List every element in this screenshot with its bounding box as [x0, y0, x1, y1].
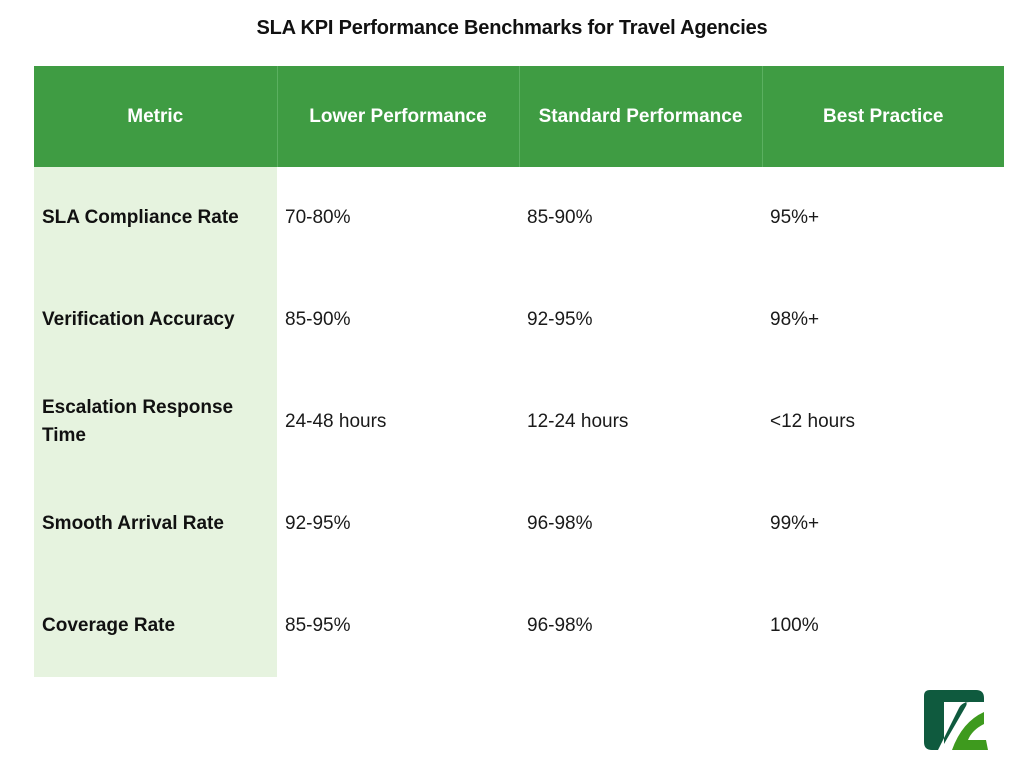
best-cell: 100% — [770, 615, 819, 636]
table-header-row: Metric Lower Performance Standard Perfor… — [34, 66, 1004, 167]
standard-cell: 96-98% — [527, 513, 593, 534]
lower-cell: 92-95% — [285, 513, 351, 534]
metric-cell: Escalation Response Time — [34, 371, 277, 473]
best-cell: 98%+ — [770, 309, 820, 330]
standard-cell: 85-90% — [527, 207, 593, 228]
header-standard-performance: Standard Performance — [518, 66, 762, 167]
standard-cell: 92-95% — [527, 309, 593, 330]
metric-cell: SLA Compliance Rate — [34, 167, 277, 269]
best-cell: 95%+ — [770, 207, 820, 228]
table-row: SLA Compliance Rate 70-80% 85-90% 95%+ — [34, 167, 1004, 269]
header-lower-performance: Lower Performance — [276, 66, 519, 167]
metric-cell: Verification Accuracy — [34, 269, 277, 371]
header-best-practice: Best Practice — [761, 66, 1004, 167]
best-cell: <12 hours — [770, 411, 856, 432]
table-row: Coverage Rate 85-95% 96-98% 100% — [34, 575, 1004, 677]
lower-cell: 85-95% — [285, 615, 351, 636]
metric-cell: Coverage Rate — [34, 575, 277, 677]
table-row: Escalation Response Time 24-48 hours 12-… — [34, 371, 1004, 473]
brand-logo-icon — [924, 690, 988, 750]
lower-cell: 85-90% — [285, 309, 351, 330]
table-row: Verification Accuracy 85-90% 92-95% 98%+ — [34, 269, 1004, 371]
standard-cell: 12-24 hours — [527, 411, 629, 432]
metric-cell: Smooth Arrival Rate — [34, 473, 277, 575]
standard-cell: 96-98% — [527, 615, 593, 636]
kpi-benchmark-table: Metric Lower Performance Standard Perfor… — [34, 66, 1004, 677]
best-cell: 99%+ — [770, 513, 820, 534]
header-metric: Metric — [34, 66, 277, 167]
lower-cell: 70-80% — [285, 207, 351, 228]
table-row: Smooth Arrival Rate 92-95% 96-98% 99%+ — [34, 473, 1004, 575]
lower-cell: 24-48 hours — [285, 411, 387, 432]
page-title: SLA KPI Performance Benchmarks for Trave… — [256, 17, 768, 39]
